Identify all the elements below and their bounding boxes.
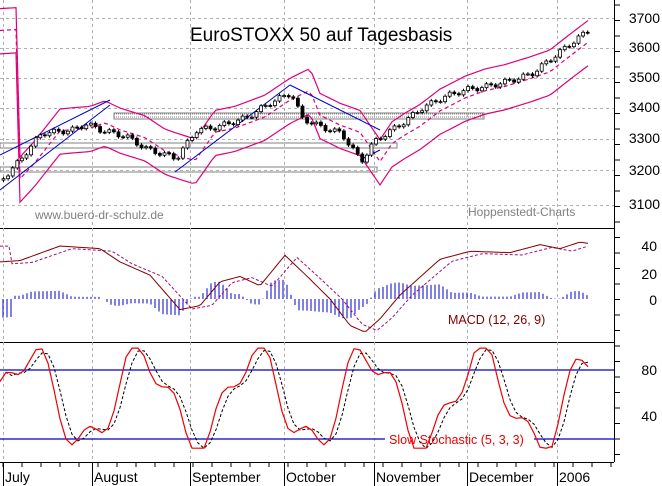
y-axis-ticks xyxy=(614,4,620,455)
svg-text:July: July xyxy=(5,469,30,485)
vertical-grid xyxy=(3,0,558,462)
svg-text:3100: 3100 xyxy=(629,196,660,212)
svg-text:20: 20 xyxy=(641,266,657,282)
macd-label: MACD (12, 26, 9) xyxy=(448,313,545,327)
svg-text:3700: 3700 xyxy=(629,10,660,26)
svg-text:0: 0 xyxy=(649,292,657,308)
stoch-levels xyxy=(0,369,614,440)
stoch-label: Slow Stochastic (5, 3, 3) xyxy=(389,433,524,447)
candlesticks xyxy=(1,30,590,182)
svg-text:40: 40 xyxy=(641,408,657,424)
x-axis-labels: July August September October November D… xyxy=(5,469,590,485)
price-axis-labels: 3700 3600 3500 3400 3300 3200 3100 xyxy=(629,10,660,212)
svg-text:3500: 3500 xyxy=(629,69,660,85)
svg-text:3400: 3400 xyxy=(629,99,660,115)
svg-text:3200: 3200 xyxy=(629,162,660,178)
svg-text:80: 80 xyxy=(641,362,657,378)
svg-text:October: October xyxy=(286,469,336,485)
svg-text:3600: 3600 xyxy=(629,39,660,55)
chart-title: EuroSTOXX 50 auf Tagesbasis xyxy=(190,25,452,46)
svg-text:40: 40 xyxy=(641,238,657,254)
stoch-panel xyxy=(0,347,589,449)
price-grid xyxy=(0,18,614,206)
svg-text:3300: 3300 xyxy=(629,130,660,146)
svg-text:August: August xyxy=(94,469,138,485)
svg-text:September: September xyxy=(192,469,261,485)
svg-text:November: November xyxy=(376,469,441,485)
macd-axis-labels: 40 20 0 xyxy=(641,238,657,308)
stoch-axis-labels: 80 40 xyxy=(641,362,657,424)
svg-text:December: December xyxy=(469,469,534,485)
macd-panel xyxy=(0,241,589,332)
x-axis-ticks xyxy=(2,462,612,486)
watermark-left: www.buero-dr-schulz.de xyxy=(34,208,164,222)
svg-text:2006: 2006 xyxy=(559,469,590,485)
watermark-right: Hoppenstedt-Charts xyxy=(468,205,575,219)
